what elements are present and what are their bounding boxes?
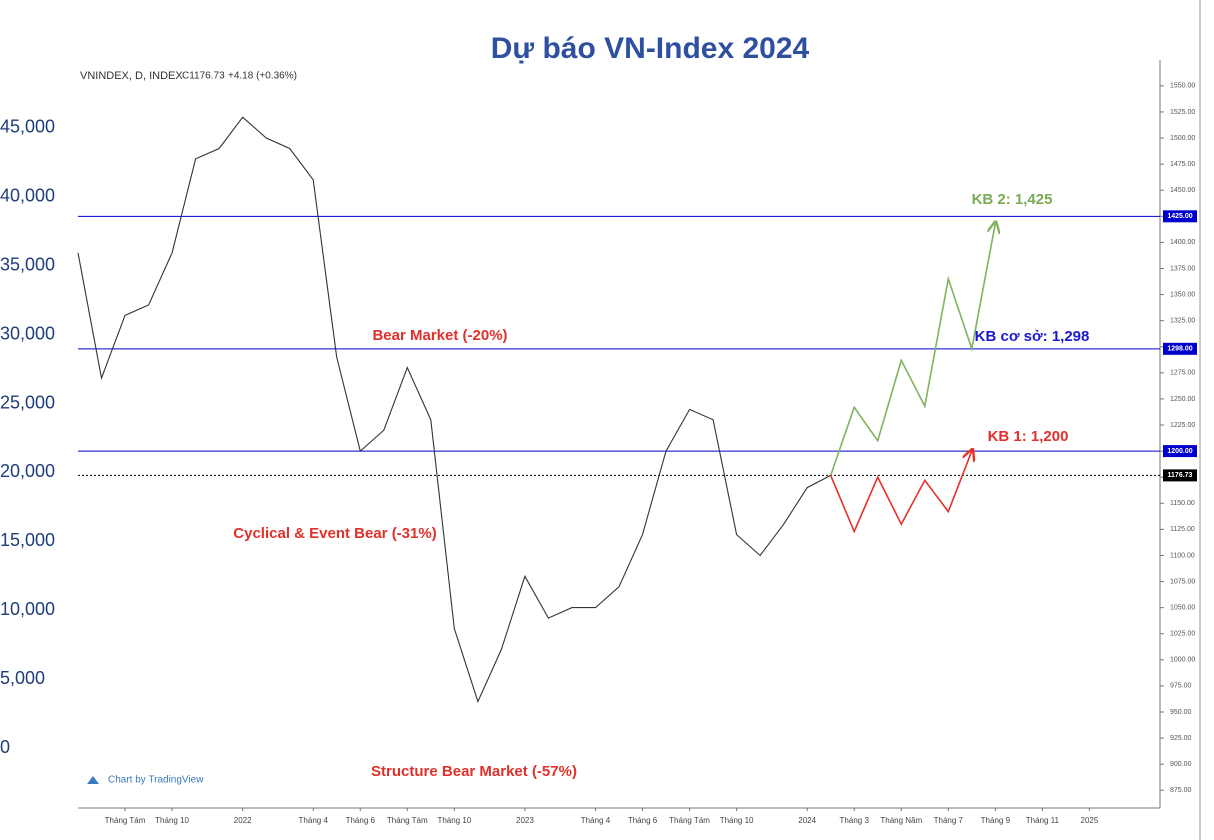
price-badge-label: 1176.73 bbox=[1168, 472, 1193, 479]
y-tick-label: 1225.00 bbox=[1170, 422, 1195, 429]
x-tick-label: Tháng Năm bbox=[880, 816, 922, 825]
price-badge-label: 1425.00 bbox=[1167, 213, 1192, 220]
price-badge bbox=[1163, 342, 1197, 355]
price-badge-label: 1298.00 bbox=[1167, 346, 1192, 353]
x-tick-label: Tháng 10 bbox=[437, 816, 471, 825]
y-tick-label: 1525.00 bbox=[1170, 109, 1195, 116]
price-badge-label: 1200.00 bbox=[1167, 448, 1192, 455]
y2-tick-label: 10,000 bbox=[0, 599, 55, 619]
y2-tick-label: 30,000 bbox=[0, 323, 55, 343]
annotation: Cyclical & Event Bear (-31%) bbox=[233, 525, 436, 542]
y-tick-label: 1250.00 bbox=[1170, 396, 1195, 403]
x-tick-label: Tháng 6 bbox=[628, 816, 658, 825]
x-tick-label: Tháng 9 bbox=[981, 816, 1011, 825]
chart-title: Dự báo VN-Index 2024 bbox=[491, 32, 810, 65]
x-tick-label: Tháng 6 bbox=[346, 816, 376, 825]
price-badge bbox=[1163, 210, 1197, 223]
x-tick-label: 2025 bbox=[1081, 816, 1099, 825]
price-badge bbox=[1163, 445, 1197, 458]
y-tick-label: 900.00 bbox=[1170, 761, 1192, 768]
x-tick-label: Tháng Tám bbox=[105, 816, 146, 825]
x-tick-label: Tháng 10 bbox=[720, 816, 754, 825]
y-tick-label: 1375.00 bbox=[1170, 265, 1195, 272]
y-tick-label: 1400.00 bbox=[1170, 239, 1195, 246]
y2-tick-label: 45,000 bbox=[0, 117, 55, 137]
annotation: Bear Market (-20%) bbox=[372, 327, 507, 344]
y-tick-label: 1475.00 bbox=[1170, 161, 1195, 168]
y2-tick-label: 15,000 bbox=[0, 530, 55, 550]
x-tick-label: Tháng 11 bbox=[1026, 816, 1060, 825]
y-tick-label: 1125.00 bbox=[1170, 526, 1195, 533]
y-tick-label: 950.00 bbox=[1170, 709, 1192, 716]
y-tick-label: 1050.00 bbox=[1170, 604, 1195, 611]
x-tick-label: Tháng 4 bbox=[581, 816, 611, 825]
y-tick-label: 1000.00 bbox=[1170, 657, 1195, 664]
logo bbox=[87, 776, 99, 784]
y2-tick-label: 25,000 bbox=[0, 392, 55, 412]
y-tick-label: 975.00 bbox=[1170, 683, 1192, 690]
x-tick-label: Tháng Tám bbox=[387, 816, 428, 825]
x-tick-label: Tháng 4 bbox=[299, 816, 329, 825]
price-badge bbox=[1163, 469, 1197, 482]
y-tick-label: 1350.00 bbox=[1170, 291, 1195, 298]
y-tick-label: 1025.00 bbox=[1170, 631, 1195, 638]
y-tick-label: 1450.00 bbox=[1170, 187, 1195, 194]
annotation: Structure Bear Market (-57%) bbox=[371, 763, 577, 780]
y-tick-label: 875.00 bbox=[1170, 787, 1192, 794]
y-tick-label: 1100.00 bbox=[1170, 552, 1195, 559]
y-tick-label: 1500.00 bbox=[1170, 135, 1195, 142]
y-tick-label: 1550.00 bbox=[1170, 83, 1195, 90]
y2-tick-label: 35,000 bbox=[0, 255, 55, 275]
y2-tick-label: 0 bbox=[0, 737, 10, 757]
annotation: KB cơ sở: 1,298 bbox=[975, 328, 1090, 345]
x-tick-label: Tháng Tám bbox=[669, 816, 710, 825]
y-tick-label: 1325.00 bbox=[1170, 318, 1195, 325]
close: C1176.73 bbox=[182, 71, 225, 82]
change: +4.18 (+0.36%) bbox=[228, 71, 297, 82]
x-tick-label: Tháng 3 bbox=[840, 816, 870, 825]
watermark: Chart by TradingView bbox=[108, 775, 204, 786]
x-tick-label: Tháng 10 bbox=[155, 816, 189, 825]
annotation: KB 2: 1,425 bbox=[972, 191, 1053, 208]
x-tick-label: 2022 bbox=[234, 816, 252, 825]
series-line bbox=[77, 116, 831, 704]
y2-tick-label: 20,000 bbox=[0, 461, 55, 481]
y-tick-label: 1275.00 bbox=[1170, 370, 1195, 377]
x-tick-label: 2023 bbox=[516, 816, 534, 825]
series-line bbox=[829, 451, 972, 534]
y2-tick-label: 40,000 bbox=[0, 186, 55, 206]
y-tick-label: 925.00 bbox=[1170, 735, 1192, 742]
y2-tick-label: 5,000 bbox=[0, 668, 45, 688]
x-tick-label: 2024 bbox=[798, 816, 816, 825]
annotation: KB 1: 1,200 bbox=[988, 428, 1069, 445]
y-tick-label: 1150.00 bbox=[1170, 500, 1195, 507]
x-tick-label: Tháng 7 bbox=[934, 816, 964, 825]
series-line bbox=[829, 224, 996, 476]
y-tick-label: 1075.00 bbox=[1170, 578, 1195, 585]
symbol: VNINDEX, D, INDEX bbox=[80, 70, 183, 82]
